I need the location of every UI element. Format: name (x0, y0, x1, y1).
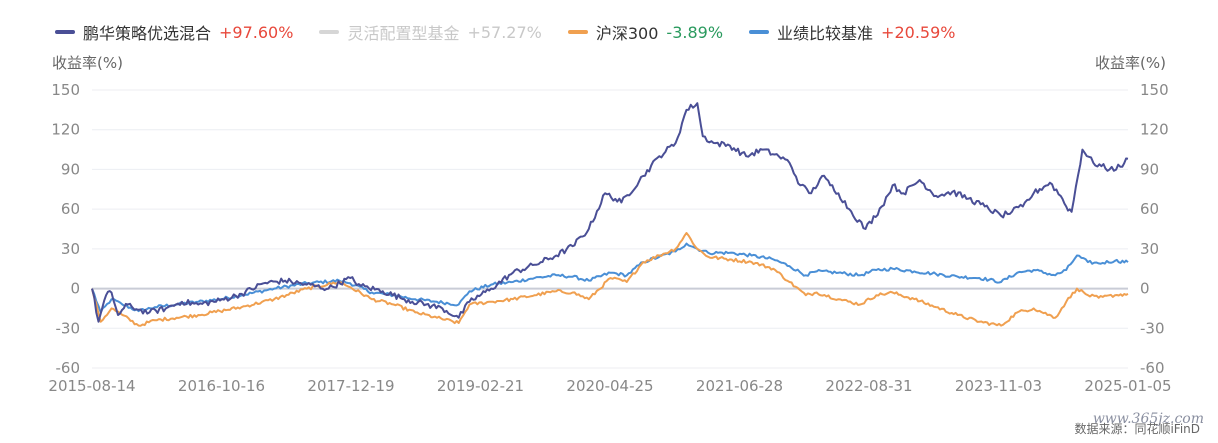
x-tick: 2025-01-05 (1084, 377, 1171, 395)
y-tick-right: 60 (1140, 200, 1159, 218)
y-tick-left: 60 (61, 200, 80, 218)
legend-swatch-benchmark (749, 30, 770, 34)
y-tick-right: -60 (1140, 359, 1165, 377)
legend-label-hs300: 沪深300 (595, 24, 659, 43)
y-tick-left: 90 (61, 160, 80, 178)
series-line-3 (91, 242, 1129, 314)
x-tick: 2023-11-03 (955, 377, 1042, 395)
y-tick-left: 120 (51, 121, 80, 139)
y-tick-left: -30 (56, 319, 81, 337)
x-axis: 2015-08-14 2016-10-16 2017-12-19 2019-02-21… (48, 377, 1171, 395)
grid-lines (92, 89, 1128, 369)
legend-change-fund: +97.60% (219, 22, 294, 42)
y-tick-left: 0 (70, 280, 80, 298)
x-tick: 2016-10-16 (178, 377, 265, 395)
y-tick-right: -30 (1140, 319, 1165, 337)
y-tick-left: 30 (61, 240, 80, 258)
x-tick: 2015-08-14 (48, 377, 135, 395)
y-axis-left: 150 120 90 60 30 0 -30 -60 (51, 81, 80, 377)
source-note: 数据来源：同花顺iFinD (1074, 422, 1200, 436)
legend-item-fund[interactable]: 鹏华策略优选混合 +97.60% (55, 20, 293, 44)
legend-change-benchmark: +20.59% (881, 22, 956, 42)
watermark: www.365jz.com (1092, 411, 1204, 427)
y-tick-right: 30 (1140, 240, 1159, 258)
x-tick: 2022-08-31 (825, 377, 912, 395)
series-line-2 (91, 232, 1129, 327)
series-lines (91, 102, 1129, 327)
y-tick-right: 90 (1140, 160, 1159, 178)
y-tick-right: 120 (1140, 121, 1169, 139)
legend-change-flexible: +57.27% (467, 22, 542, 42)
legend-swatch-hs300 (567, 30, 588, 34)
legend-item-benchmark[interactable]: 业绩比较基准 +20.59% (749, 20, 955, 44)
legend: 鹏华策略优选混合 +97.60% 灵活配置型基金 +57.27% 沪深300 -… (55, 20, 955, 44)
legend-item-hs300[interactable]: 沪深300 -3.89% (567, 20, 724, 44)
y-axis-title-right: 收益率(%) (1095, 54, 1166, 72)
series-line-0 (91, 102, 1129, 323)
x-tick: 2017-12-19 (307, 377, 394, 395)
legend-item-flexible[interactable]: 灵活配置型基金 +57.27% (319, 20, 542, 44)
legend-label-fund: 鹏华策略优选混合 (83, 24, 212, 43)
legend-swatch-flexible (319, 30, 340, 34)
legend-change-hs300: -3.89% (666, 22, 724, 42)
x-tick: 2021-06-28 (696, 377, 783, 395)
legend-label-flexible: 灵活配置型基金 (347, 24, 460, 43)
y-tick-right: 0 (1140, 280, 1150, 298)
x-tick: 2019-02-21 (437, 377, 524, 395)
y-axis-title-left: 收益率(%) (52, 54, 123, 72)
legend-swatch-fund (55, 30, 75, 34)
legend-label-benchmark: 业绩比较基准 (777, 24, 874, 43)
y-tick-left: -60 (56, 359, 81, 377)
y-tick-right: 150 (1140, 81, 1169, 99)
y-tick-left: 150 (51, 81, 80, 99)
x-tick: 2020-04-25 (566, 377, 653, 395)
y-axis-right: 150 120 90 60 30 0 -30 -60 (1140, 81, 1169, 377)
